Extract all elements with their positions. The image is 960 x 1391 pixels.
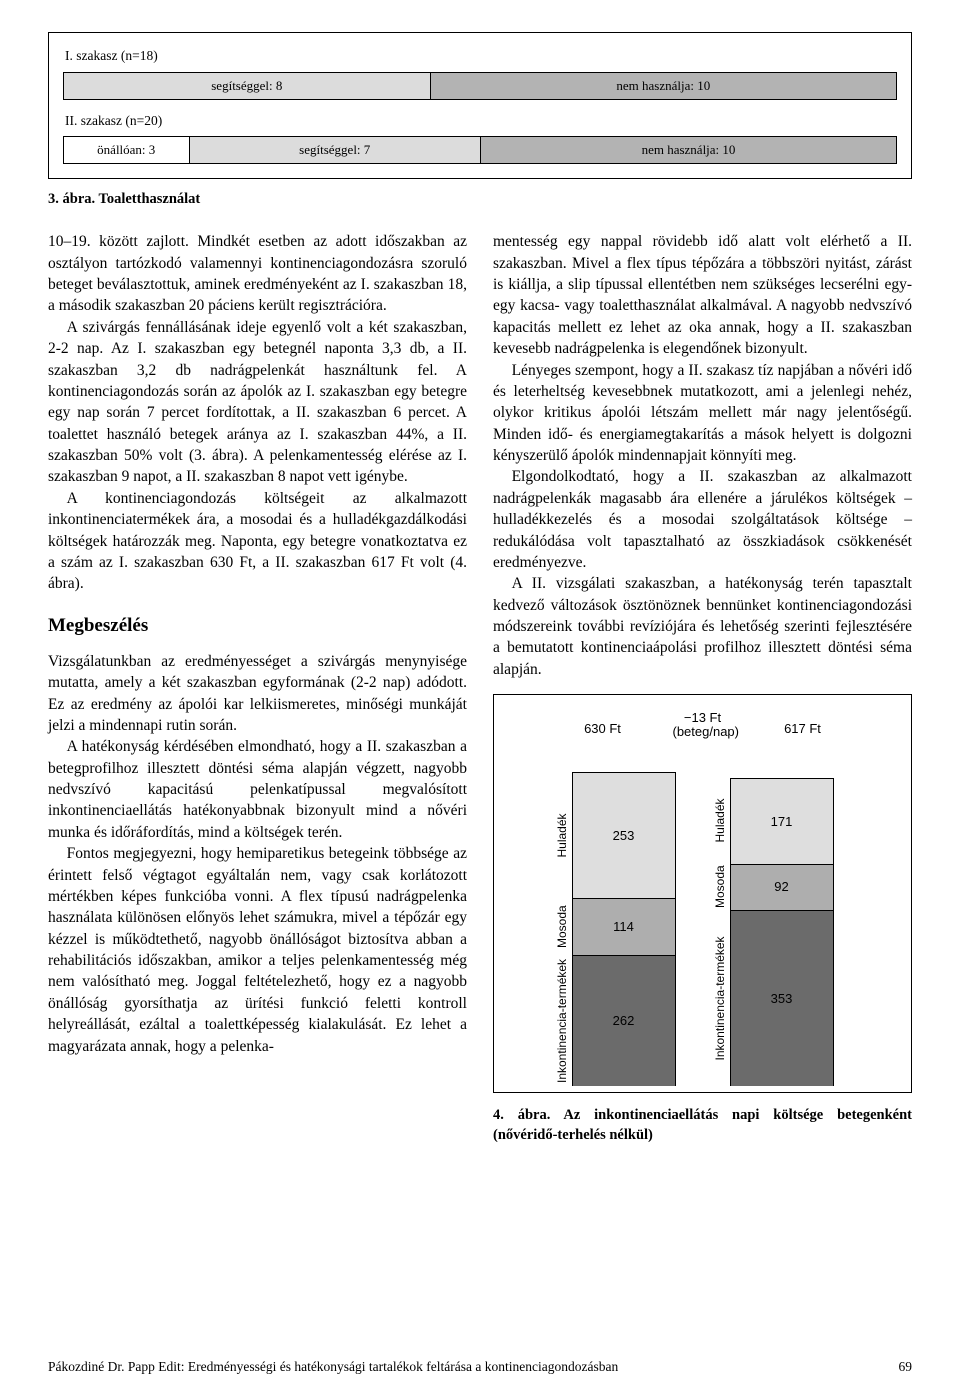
fig4-stack-segment: 353	[730, 910, 834, 1087]
figure-4: 630 Ft −13 Ft (beteg/nap) 617 Ft Inkonti…	[493, 694, 912, 1093]
fig4-category-label: Inkontinencia-termékek	[712, 910, 729, 1087]
fig4-stack-segment: 114	[572, 898, 676, 955]
para: A szivárgás fennállásának ideje egyenlő …	[48, 317, 467, 488]
fig3-bar-segment: segítséggel: 7	[190, 137, 482, 163]
fig4-stack-segment: 253	[572, 772, 676, 899]
fig3-phase2-bar: önállóan: 3segítséggel: 7nem használja: …	[63, 136, 897, 164]
fig3-phase1-bar: segítséggel: 8nem használja: 10	[63, 72, 897, 100]
para: 10–19. között zajlott. Mindkét esetben a…	[48, 231, 467, 317]
fig3-caption: 3. ábra. Toaletthasználat	[48, 189, 912, 209]
fig4-totalB: 617 Ft	[743, 720, 863, 738]
fig4-stack-B: Inkontinencia-termékekMosodaHuladék 3539…	[730, 778, 834, 1086]
fig4-stack-segment: 171	[730, 778, 834, 864]
left-column: 10–19. között zajlott. Mindkét esetben a…	[48, 231, 467, 1145]
fig3-bar-segment: nem használja: 10	[481, 137, 896, 163]
fig4-diff-value: −13 Ft	[673, 711, 733, 725]
fig4-stack-segment: 92	[730, 864, 834, 910]
para: Lényeges szempont, hogy a II. szakasz tí…	[493, 360, 912, 467]
para: Vizsgálatunkban az eredményességet a szi…	[48, 651, 467, 737]
fig4-stack-A: Inkontinencia-termékekMosodaHuladék 2621…	[572, 772, 676, 1087]
fig3-bar-segment: segítséggel: 8	[64, 73, 431, 99]
para: A II. vizsgálati szakaszban, a hatékonys…	[493, 573, 912, 680]
fig4-category-label: Huladék	[712, 778, 729, 864]
figure-3: I. szakasz (n=18) segítséggel: 8nem hasz…	[48, 32, 912, 179]
fig3-bar-segment: nem használja: 10	[431, 73, 896, 99]
fig3-phase2-label: II. szakasz (n=20)	[65, 112, 897, 131]
para: mentesség egy nappal rövidebb idő alatt …	[493, 231, 912, 359]
fig4-totalA: 630 Ft	[543, 720, 663, 738]
fig4-category-label: Huladék	[554, 772, 571, 899]
fig3-bar-segment: önállóan: 3	[64, 137, 190, 163]
fig4-diff: −13 Ft (beteg/nap)	[673, 711, 733, 738]
fig4-stackB-labels: Inkontinencia-termékekMosodaHuladék	[712, 778, 729, 1086]
right-column: mentesség egy nappal rövidebb idő alatt …	[493, 231, 912, 1145]
fig3-phase1-label: I. szakasz (n=18)	[65, 47, 897, 66]
fig4-caption: 4. ábra. Az inkontinenciaellátás napi kö…	[493, 1105, 912, 1145]
para: A hatékonyság kérdésében elmondható, hog…	[48, 736, 467, 843]
fig4-stackA-labels: Inkontinencia-termékekMosodaHuladék	[554, 772, 571, 1087]
fig4-category-label: Mosoda	[712, 864, 729, 910]
footer-pagenum: 69	[899, 1358, 913, 1377]
fig4-diff-unit: (beteg/nap)	[673, 725, 733, 739]
para: Fontos megjegyezni, hogy hemiparetikus b…	[48, 843, 467, 1057]
para: A kontinenciagondozás költségeit az alka…	[48, 488, 467, 595]
page-footer: Pákozdiné Dr. Papp Edit: Eredményességi …	[48, 1358, 912, 1377]
fig4-stack-segment: 262	[572, 955, 676, 1086]
fig4-top-labels: 630 Ft −13 Ft (beteg/nap) 617 Ft	[504, 711, 901, 738]
para: Elgondolkodtató, hogy a II. szakaszban a…	[493, 466, 912, 573]
fig4-category-label: Mosoda	[554, 898, 571, 955]
fig4-category-label: Inkontinencia-termékek	[554, 955, 571, 1086]
footer-left: Pákozdiné Dr. Papp Edit: Eredményességi …	[48, 1358, 618, 1377]
section-heading: Megbeszélés	[48, 613, 467, 639]
